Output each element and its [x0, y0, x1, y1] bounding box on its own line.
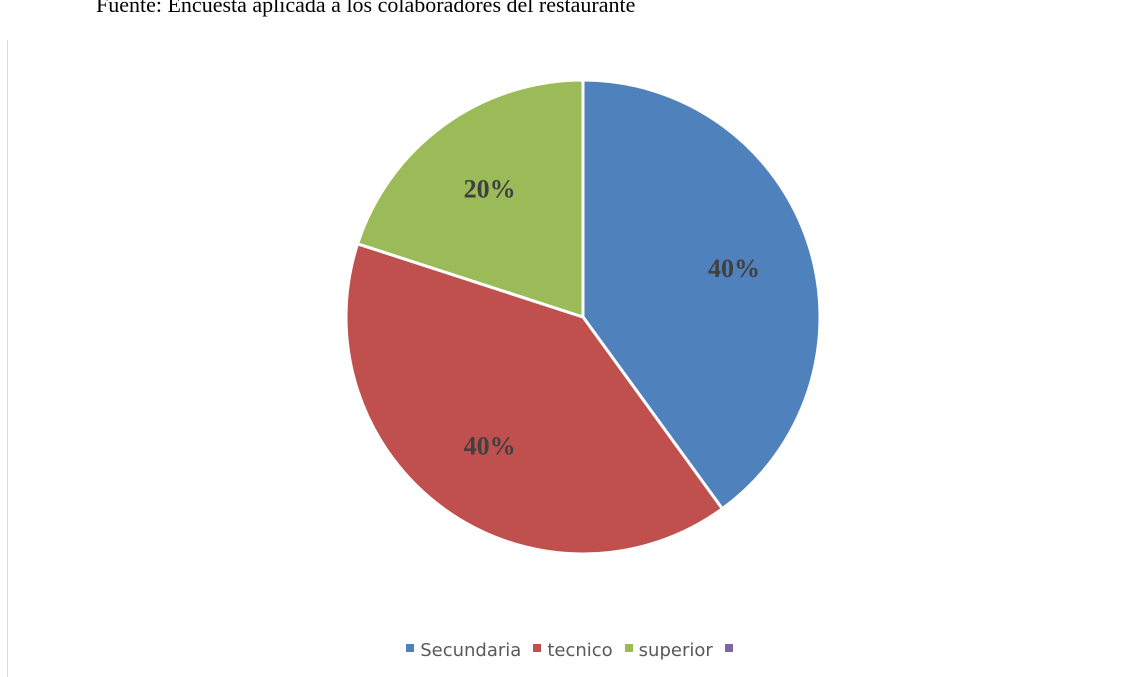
legend-swatch-empty: [724, 643, 733, 652]
legend-swatch-superior: [624, 643, 633, 652]
legend-item-secundaria: Secundaria: [406, 640, 521, 661]
legend-item-tecnico: tecnico: [533, 640, 613, 661]
legend-item-empty: [724, 643, 739, 655]
left-border-rule: [7, 40, 8, 677]
legend-item-superior: superior: [624, 640, 713, 661]
legend-label-tecnico: tecnico: [547, 640, 613, 661]
pie-slice-superior: [356, 78, 585, 319]
pie-slice-secundaria: [581, 78, 822, 511]
data-label-superior: 20%: [464, 175, 516, 204]
pie-chart: 40% 40% 20%: [344, 78, 822, 556]
legend-label-superior: superior: [638, 640, 713, 661]
chart-legend: Secundaria tecnico superior: [0, 640, 1145, 661]
data-label-tecnico: 40%: [464, 431, 516, 460]
pie-slice-tecnico: [344, 242, 724, 556]
data-label-secundaria: 40%: [708, 254, 760, 283]
legend-label-secundaria: Secundaria: [420, 640, 522, 661]
legend-swatch-tecnico: [533, 643, 542, 652]
source-caption: Fuente: Encuesta aplicada a los colabora…: [96, 0, 636, 17]
legend-swatch-secundaria: [406, 643, 415, 652]
